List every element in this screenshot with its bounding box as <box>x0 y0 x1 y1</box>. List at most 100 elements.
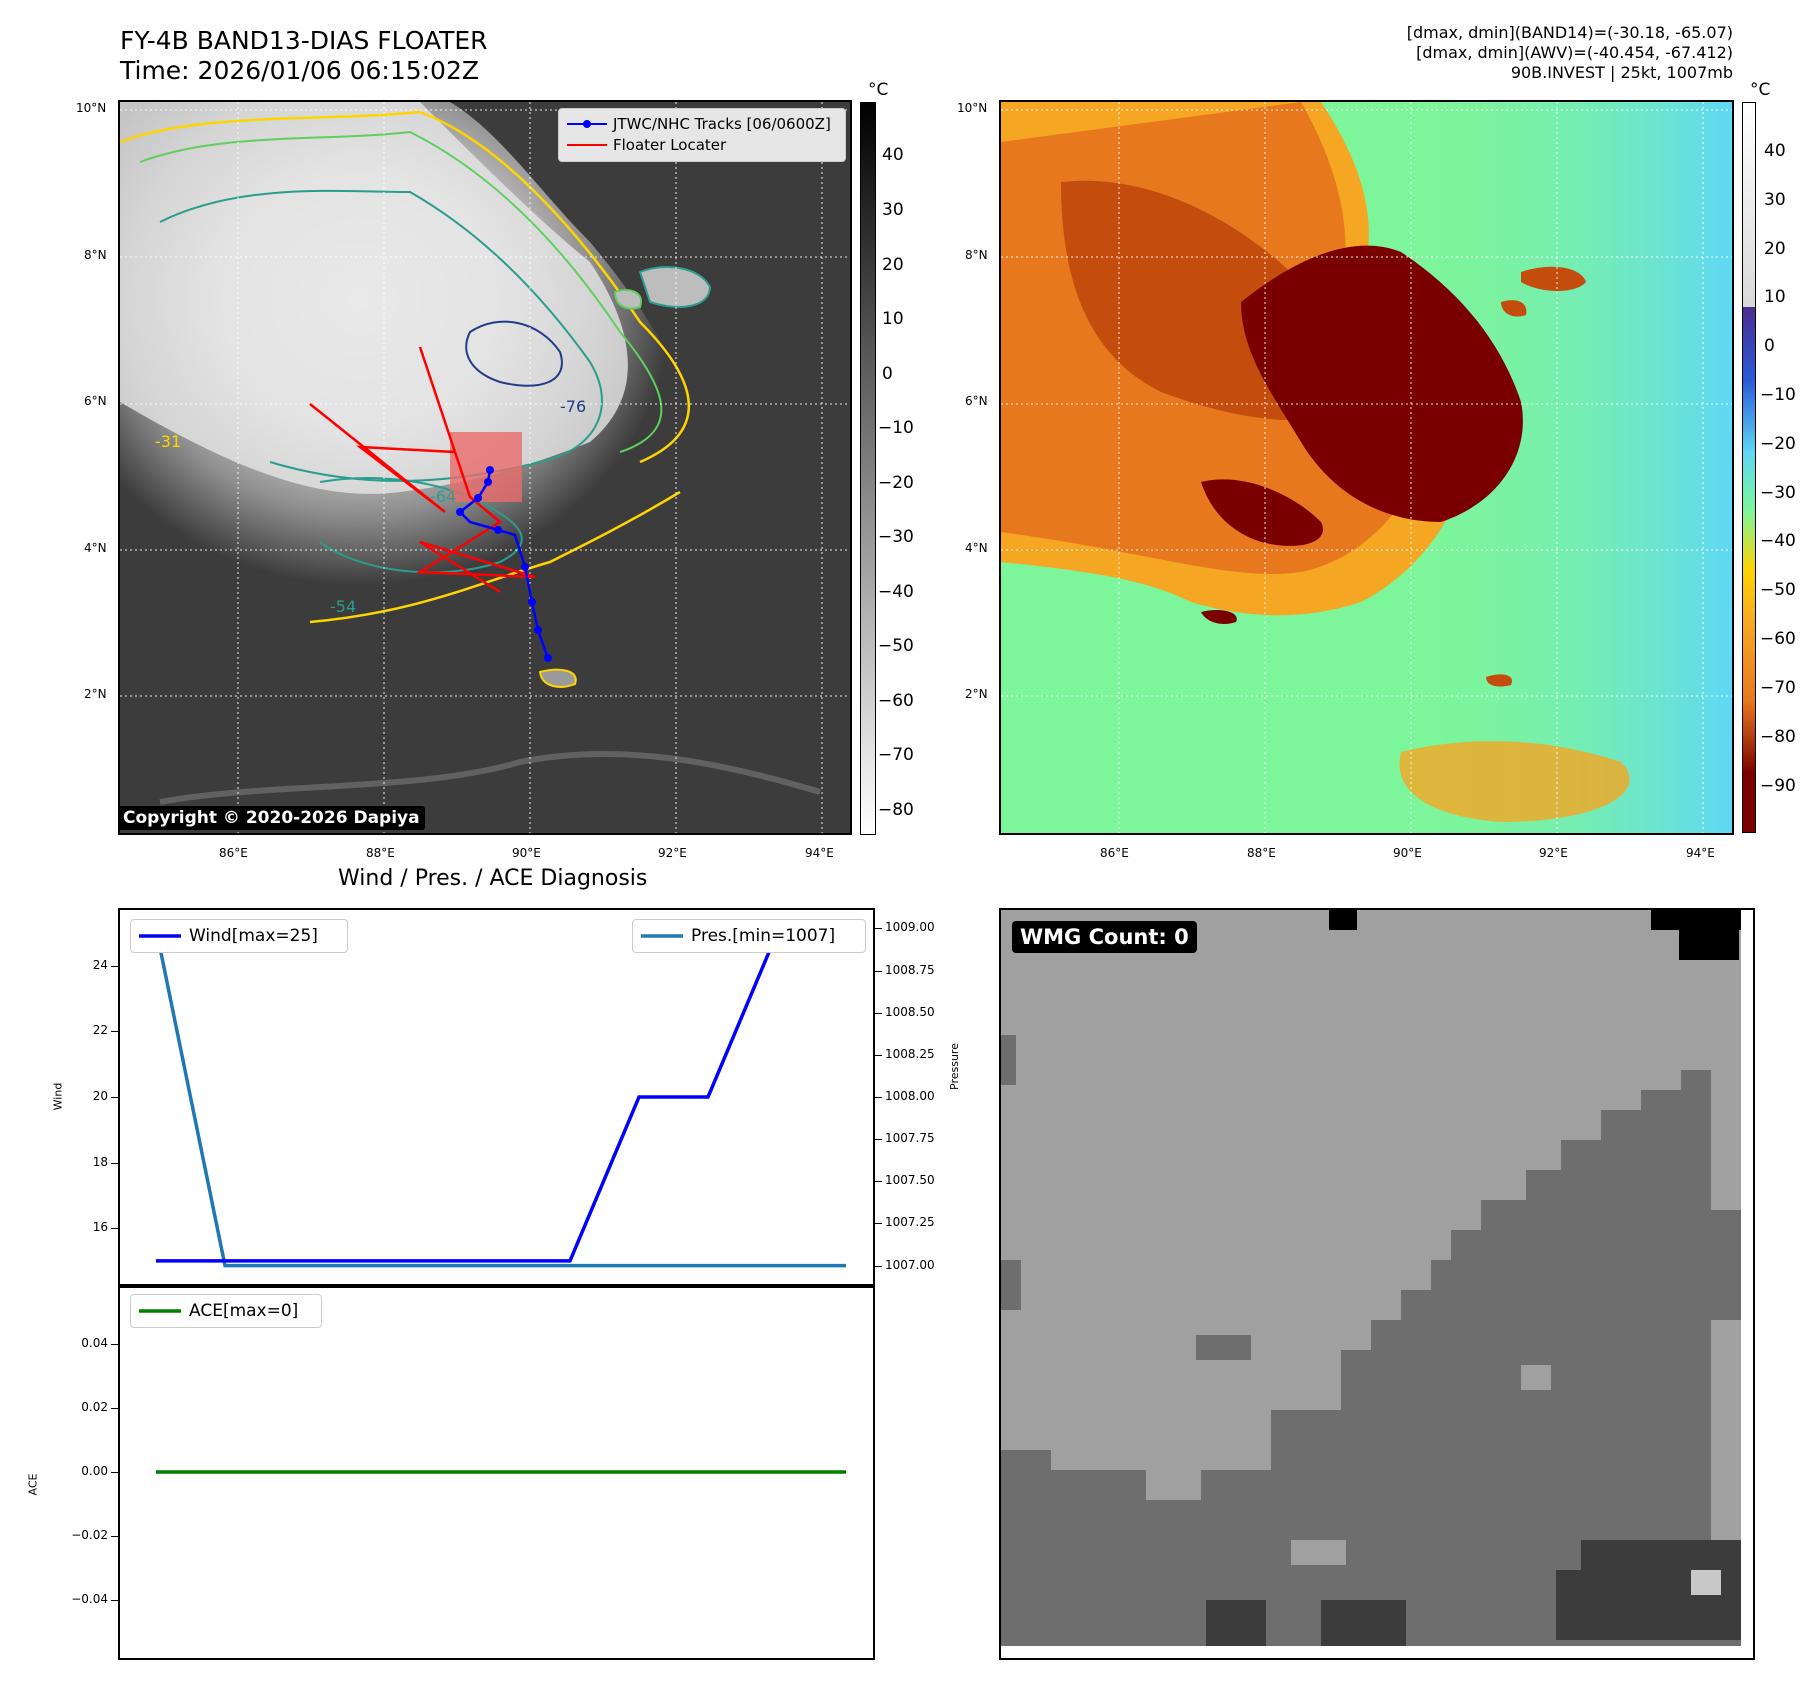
cbar-unit: °C <box>1750 80 1771 100</box>
y-tick-label: 1007.75 <box>885 1131 935 1146</box>
lon-tick: 94°E <box>805 846 834 860</box>
y-tick-label: 0.04 <box>81 1336 108 1350</box>
y-tick-mark <box>111 1408 118 1409</box>
lon-tick: 88°E <box>1247 846 1276 860</box>
y-tick-label: 1008.25 <box>885 1046 935 1061</box>
wind-series-line <box>156 931 846 1263</box>
y-tick-mark <box>111 1031 118 1033</box>
pressure-legend-label: Pres.[min=1007] <box>691 926 836 946</box>
ace-panel <box>118 1284 875 1660</box>
lat-tick: 4°N <box>965 541 988 555</box>
cbar-tick: 0 <box>882 364 893 384</box>
y-tick-mark <box>111 1600 118 1601</box>
cbar-tick: −70 <box>1760 678 1796 698</box>
lat-tick: 2°N <box>965 687 988 701</box>
contour-label: -31 <box>155 432 181 451</box>
wmg-count-badge: WMG Count: 0 <box>1012 921 1197 953</box>
y-tick-mark <box>875 1054 882 1056</box>
cbar-tick: −50 <box>1760 580 1796 600</box>
y-tick-label: 24 <box>92 957 108 972</box>
contour-label: -54 <box>330 597 356 616</box>
lat-tick: 6°N <box>84 394 107 408</box>
contour-label: -64 <box>430 487 456 506</box>
y-tick-label: 0.02 <box>81 1400 108 1414</box>
y-tick-label: 1007.50 <box>885 1173 935 1188</box>
legend-track-label: JTWC/NHC Tracks [06/0600Z] <box>613 115 831 133</box>
wmg-image <box>1001 910 1753 1658</box>
lat-tick: 8°N <box>84 248 107 262</box>
map-legend: JTWC/NHC Tracks [06/0600Z] Floater Locat… <box>558 108 846 162</box>
y-tick-mark <box>875 1012 882 1014</box>
wind-legend-label: Wind[max=25] <box>189 926 318 946</box>
y-tick-label: 1008.00 <box>885 1089 935 1103</box>
contour-label: -76 <box>560 397 586 416</box>
awv-colorbar <box>1742 102 1756 833</box>
y-tick-label: 1008.75 <box>885 962 935 977</box>
cbar-tick: 0 <box>1764 336 1775 356</box>
floater-locator-track <box>309 346 536 594</box>
ace-axis-label: ACE <box>26 1473 40 1496</box>
ir-map-image: -64 -54 -31 -76 <box>120 102 850 833</box>
cbar-tick: −10 <box>878 418 914 438</box>
cbar-tick: −40 <box>1760 531 1796 551</box>
lon-tick: 92°E <box>658 846 687 860</box>
diagnosis-title: Wind / Pres. / ACE Diagnosis <box>338 866 648 891</box>
info-awv: [dmax, dmin](AWV)=(-40.454, -67.412) <box>1416 43 1733 62</box>
ace-legend: ACE[max=0] <box>130 1294 322 1328</box>
y-tick-mark <box>111 1097 118 1098</box>
y-tick-mark <box>875 1139 882 1141</box>
cbar-tick: 30 <box>882 200 904 220</box>
cbar-tick: −90 <box>1760 776 1796 796</box>
lon-tick: 86°E <box>1100 846 1129 860</box>
y-tick-label: 1007.00 <box>885 1257 935 1272</box>
cbar-tick: −40 <box>878 582 914 602</box>
lon-tick: 92°E <box>1539 846 1568 860</box>
copyright-badge: Copyright © 2020-2026 Dapiya <box>118 806 425 830</box>
info-band14: [dmax, dmin](BAND14)=(-30.18, -65.07) <box>1406 23 1733 42</box>
y-tick-label: 1009.00 <box>885 920 935 935</box>
cbar-tick: −30 <box>878 527 914 547</box>
floater-box <box>450 432 522 502</box>
y-tick-mark <box>875 1181 882 1183</box>
cbar-tick: 10 <box>1764 287 1786 307</box>
y-tick-mark <box>111 1162 118 1164</box>
y-tick-label: 22 <box>92 1023 108 1038</box>
lon-tick: 88°E <box>366 846 395 860</box>
ace-legend-label: ACE[max=0] <box>189 1301 299 1321</box>
cbar-tick: 10 <box>882 309 904 329</box>
lat-tick: 10°N <box>957 101 988 115</box>
y-tick-mark <box>875 928 882 930</box>
y-tick-mark <box>875 1223 882 1225</box>
cbar-tick: −80 <box>878 800 914 820</box>
wind-pressure-panel <box>118 908 875 1288</box>
lat-tick: 2°N <box>84 687 107 701</box>
y-tick-label: −0.04 <box>71 1592 108 1606</box>
lat-tick: 6°N <box>965 394 988 408</box>
chart-time: Time: 2026/01/06 06:15:02Z <box>120 56 479 85</box>
cbar-tick: 40 <box>882 145 904 165</box>
info-storm: 90B.INVEST | 25kt, 1007mb <box>1510 63 1733 82</box>
legend-floater-label: Floater Locater <box>613 136 727 154</box>
chart-title: FY-4B BAND13-DIAS FLOATER <box>120 26 488 55</box>
cbar-tick: −60 <box>878 691 914 711</box>
awv-map-image <box>1001 102 1732 833</box>
y-tick-label: 16 <box>92 1220 108 1235</box>
cbar-tick: −60 <box>1760 629 1796 649</box>
wmg-panel <box>999 908 1755 1660</box>
cbar-tick: 20 <box>882 255 904 275</box>
y-tick-mark <box>111 1344 118 1345</box>
y-tick-mark <box>111 965 118 967</box>
lon-tick: 90°E <box>512 846 541 860</box>
y-tick-label: 18 <box>92 1154 108 1169</box>
lon-tick: 94°E <box>1686 846 1715 860</box>
cbar-tick: 30 <box>1764 190 1786 210</box>
cbar-tick: 20 <box>1764 239 1786 259</box>
lon-tick: 86°E <box>219 846 248 860</box>
lat-tick: 4°N <box>84 541 107 555</box>
cbar-tick: 40 <box>1764 141 1786 161</box>
y-tick-mark <box>111 1472 118 1473</box>
wind-pressure-plot <box>154 928 846 1268</box>
y-tick-mark <box>875 970 882 972</box>
pressure-legend: Pres.[min=1007] <box>632 919 866 953</box>
y-tick-mark <box>111 1228 118 1230</box>
